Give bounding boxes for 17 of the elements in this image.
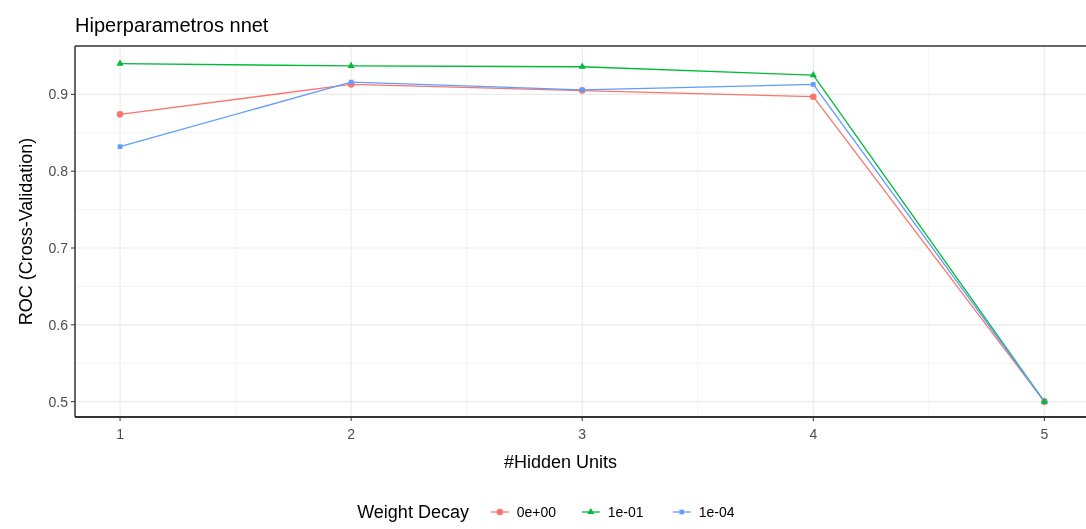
y-tick-label: 0.5 (48, 393, 69, 410)
legend-label: 0e+00 (516, 504, 557, 520)
x-tick-label: 3 (578, 426, 587, 442)
x-tick-label: 2 (347, 426, 356, 442)
y-tick-label: 0.9 (48, 86, 69, 103)
legend-label: 1e-04 (698, 504, 735, 520)
y-axis-title: ROC (Cross-Validation) (16, 137, 36, 326)
chart-title: Hiperparametros nnet (75, 14, 269, 36)
y-tick-label: 0.7 (48, 239, 69, 256)
y-tick-label: 0.6 (48, 316, 69, 333)
x-axis-title: #Hidden Units (503, 452, 618, 472)
x-tick-label: 1 (116, 426, 125, 442)
y-tick-label: 0.8 (48, 163, 69, 180)
legend-title: Weight Decay (357, 502, 469, 522)
x-tick-label: 4 (809, 426, 818, 442)
legend-label: 1e-01 (607, 504, 644, 520)
x-tick-label: 5 (1040, 426, 1049, 442)
